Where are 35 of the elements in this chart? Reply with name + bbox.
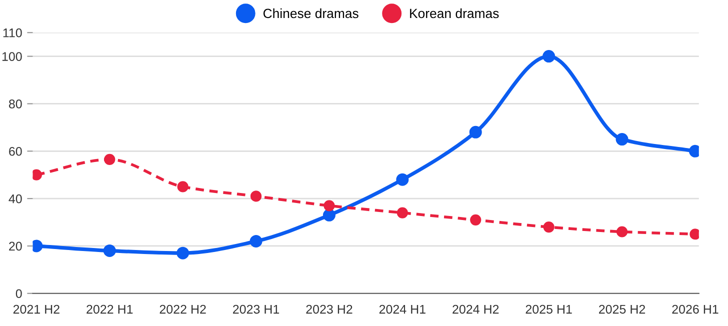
x-tick-label: 2023 H2: [306, 304, 352, 314]
point: [176, 246, 190, 260]
point: [177, 181, 188, 192]
x-tick-label: 2026 H1: [672, 304, 718, 314]
point: [396, 173, 409, 186]
point: [469, 126, 482, 138]
point: [104, 154, 116, 165]
x-tick-label: 2022 H1: [86, 304, 133, 314]
point: [103, 244, 116, 257]
y-tick-label: 0: [16, 289, 22, 298]
point: [470, 214, 482, 226]
x-tick-label: 2024 H2: [452, 304, 499, 314]
point: [616, 133, 628, 146]
point: [250, 234, 262, 248]
point: [543, 221, 554, 233]
y-tick-label: 80: [8, 100, 22, 108]
legend-label: Chinese dramas: [263, 8, 358, 18]
y-tick-label: 110: [3, 28, 22, 38]
x-tick-label: 2023 H1: [233, 304, 280, 314]
point: [324, 200, 335, 212]
point: [616, 226, 628, 238]
x-tick-label: 2022 H2: [160, 304, 206, 314]
point: [542, 50, 556, 63]
point: [250, 190, 262, 202]
point: [322, 208, 336, 222]
x-tick-label: 2025 H1: [526, 304, 572, 314]
legend-label: Korean dramas: [410, 8, 499, 18]
y-tick-label: 100: [2, 52, 22, 61]
y-tick-label: 20: [9, 242, 22, 251]
y-tick-label: 40: [8, 194, 22, 204]
point: [396, 207, 408, 218]
x-tick-label: 2024 H1: [379, 304, 426, 314]
y-tick-label: 60: [9, 146, 22, 156]
x-tick-label: 2021 H2: [13, 304, 60, 314]
x-tick-label: 2025 H2: [599, 304, 646, 314]
